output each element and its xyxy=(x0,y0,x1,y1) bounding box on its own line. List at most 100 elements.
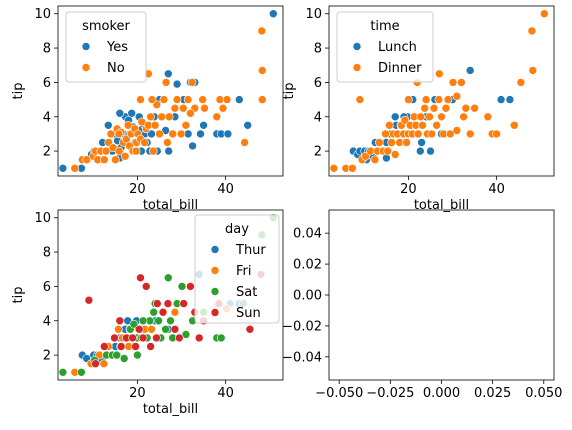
x-axis-label: total_bill xyxy=(143,402,198,417)
point-dinner xyxy=(348,164,357,173)
y-axis-label: tip xyxy=(282,83,297,100)
point-dinner xyxy=(465,129,475,139)
point-no xyxy=(136,95,145,104)
point-sat xyxy=(216,333,226,343)
point-no xyxy=(115,146,124,156)
y-tick-label: 0.00 xyxy=(293,289,322,304)
point-yes xyxy=(268,9,278,18)
point-yes xyxy=(172,79,182,89)
point-sat xyxy=(149,307,158,317)
point-sun xyxy=(186,282,195,291)
legend-marker-sun xyxy=(210,308,220,317)
point-yes xyxy=(104,121,113,130)
point-dinner xyxy=(421,95,431,104)
legend-label-sat: Sat xyxy=(236,285,257,300)
point-dinner xyxy=(402,138,411,147)
point-sat xyxy=(133,350,142,360)
point-dinner xyxy=(527,26,537,36)
point-sun xyxy=(179,299,188,308)
point-dinner xyxy=(457,78,466,87)
point-fri xyxy=(170,307,180,317)
y-tick-label: 8 xyxy=(314,42,322,57)
point-sun xyxy=(153,299,162,308)
point-dinner xyxy=(427,129,437,139)
legend-marker-thur xyxy=(210,245,220,254)
point-no xyxy=(176,129,186,139)
point-no xyxy=(150,121,160,130)
point-sun xyxy=(91,359,100,369)
point-yes xyxy=(164,69,173,79)
point-lunch xyxy=(415,146,425,156)
point-no xyxy=(161,78,171,87)
legend: day Thur Fri Sat Sun xyxy=(194,214,280,324)
point-lunch xyxy=(426,146,435,156)
point-sat xyxy=(112,350,121,360)
x-tick-label: 20 xyxy=(400,182,417,197)
x-tick-label: 0.025 xyxy=(474,386,511,401)
point-no xyxy=(100,155,109,164)
point-sun xyxy=(141,282,151,291)
point-yes xyxy=(243,121,252,130)
point-dinner xyxy=(416,112,426,122)
point-no xyxy=(147,95,157,104)
point-no xyxy=(170,103,180,113)
x-tick-label: 0.000 xyxy=(423,386,460,401)
point-dinner xyxy=(385,121,394,130)
legend-label-no: No xyxy=(107,61,125,76)
point-dinner xyxy=(425,112,434,122)
legend-label-sun: Sun xyxy=(236,306,261,321)
point-no xyxy=(181,121,191,130)
point-sun xyxy=(175,333,184,343)
point-sun xyxy=(136,273,145,283)
point-dinner xyxy=(420,103,430,113)
point-dinner xyxy=(539,9,549,18)
point-no xyxy=(101,146,111,156)
point-sun xyxy=(170,324,180,334)
point-sun xyxy=(138,333,148,343)
point-dinner xyxy=(374,138,384,147)
x-tick-label: 20 xyxy=(129,182,146,197)
point-no xyxy=(212,112,222,122)
point-dinner xyxy=(441,103,451,113)
legend-marker-dinner xyxy=(352,63,362,72)
point-no xyxy=(186,109,195,118)
point-dinner xyxy=(383,146,393,156)
point-dinner xyxy=(516,78,526,87)
point-dinner xyxy=(355,95,365,104)
subplot-smoker: 20 40 2 4 6 8 10 total_bill tip smoker Yes No xyxy=(11,5,284,213)
x-tick-label: −0.025 xyxy=(366,386,414,401)
point-no xyxy=(140,138,149,147)
x-tick-label: −0.050 xyxy=(315,386,363,401)
y-tick-label: 6 xyxy=(43,76,51,91)
axes-frame xyxy=(57,209,284,381)
point-no xyxy=(222,95,232,104)
legend: smoker Yes No xyxy=(65,11,147,83)
point-no xyxy=(257,26,267,36)
point-dinner xyxy=(437,112,446,122)
y-tick-label: 2 xyxy=(43,145,51,160)
point-fri xyxy=(114,324,123,334)
point-sat xyxy=(138,316,148,326)
point-dinner xyxy=(459,112,468,122)
point-dinner xyxy=(361,152,370,161)
axes-frame xyxy=(328,209,555,381)
x-axis-label: total_bill xyxy=(143,198,198,213)
point-yes xyxy=(58,164,68,173)
point-sun xyxy=(245,324,255,334)
point-yes xyxy=(199,121,208,130)
point-sun xyxy=(115,316,125,326)
y-axis-label: tip xyxy=(11,287,26,304)
legend-label-dinner: Dinner xyxy=(378,61,422,76)
legend-title: day xyxy=(225,222,249,237)
point-no xyxy=(164,112,174,122)
point-lunch xyxy=(417,138,426,147)
y-tick-label: −0.02 xyxy=(282,319,322,334)
legend-label-yes: Yes xyxy=(106,40,128,55)
point-dinner xyxy=(390,150,400,159)
point-no xyxy=(146,112,155,122)
point-no xyxy=(240,138,249,147)
point-sat xyxy=(58,367,68,377)
point-dinner xyxy=(387,138,396,147)
point-lunch xyxy=(465,66,475,75)
